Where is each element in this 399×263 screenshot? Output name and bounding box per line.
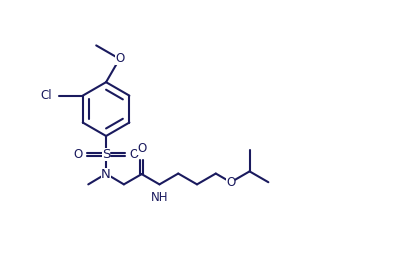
Text: S: S (102, 148, 110, 161)
Text: NH: NH (151, 191, 168, 204)
Text: N: N (101, 168, 111, 181)
Text: O: O (226, 176, 235, 189)
Text: O: O (115, 52, 124, 65)
Text: Cl: Cl (41, 89, 52, 102)
Text: O: O (137, 143, 146, 155)
Text: O: O (74, 148, 83, 161)
Text: O: O (129, 148, 138, 161)
